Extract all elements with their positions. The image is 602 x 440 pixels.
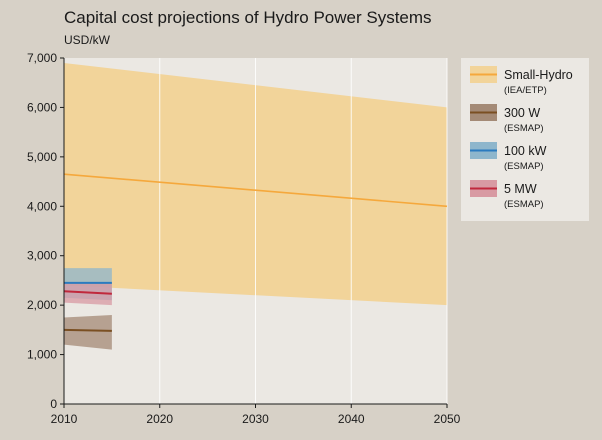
y-tick-label: 0 (50, 397, 57, 411)
legend-label: 5 MW (504, 182, 537, 196)
y-tick-label: 5,000 (27, 150, 57, 164)
band-5-mw (64, 282, 112, 306)
line-small-hydro (63, 173, 448, 208)
legend-item-100-kw: 100 kW (ESMAP) (470, 142, 547, 172)
legend-source: (ESMAP) (504, 199, 544, 210)
line-5-mw (63, 290, 112, 295)
legend-source: (ESMAP) (504, 123, 544, 134)
y-tick-label: 1,000 (27, 348, 57, 362)
legend-label: 300 W (504, 106, 540, 120)
line-300-w (63, 328, 112, 332)
axes: 0 1,000 2,000 3,000 4,000 5,000 6,000 7,000 2010… (27, 51, 461, 426)
vertical-gridlines (159, 58, 448, 404)
y-axis-unit-label: USD/kW (64, 33, 110, 47)
legend: Small-Hydro (IEA/ETP) 300 W (ESMAP) 100 kW (E… (461, 58, 589, 221)
y-tick-label: 4,000 (27, 199, 57, 213)
legend-item-5-mw: 5 MW (ESMAP) (470, 180, 544, 210)
chart-title: Capital cost projections of Hydro Power … (64, 8, 432, 27)
legend-source: (ESMAP) (504, 161, 544, 172)
series-lines (63, 173, 448, 332)
y-tick-label: 2,000 (27, 298, 57, 312)
x-tick-label: 2040 (338, 412, 365, 426)
legend-source: (IEA/ETP) (504, 85, 547, 96)
band-300-w (64, 315, 112, 350)
y-tick-label: 3,000 (27, 249, 57, 263)
legend-item-300-w: 300 W (ESMAP) (470, 104, 544, 134)
legend-item-small-hydro: Small-Hydro (IEA/ETP) (470, 66, 573, 96)
y-tick-label: 7,000 (27, 51, 57, 65)
x-tick-label: 2050 (434, 412, 461, 426)
x-tick-label: 2020 (146, 412, 173, 426)
y-tick-label: 6,000 (27, 100, 57, 114)
legend-label: 100 kW (504, 144, 547, 158)
x-tick-label: 2010 (51, 412, 78, 426)
x-tick-label: 2030 (242, 412, 269, 426)
legend-label: Small-Hydro (504, 68, 573, 82)
